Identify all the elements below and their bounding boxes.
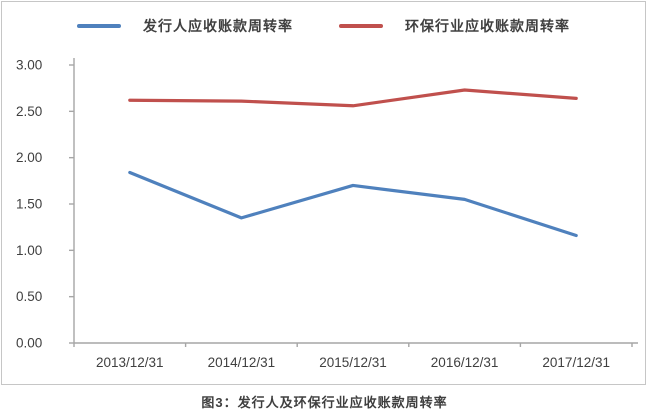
y-tick-label: 3.00 [16,58,42,73]
x-tick-label: 2015/12/31 [319,355,387,370]
x-tick-label: 2013/12/31 [96,355,164,370]
x-tick-label: 2014/12/31 [208,355,276,370]
y-tick-label: 0.00 [16,336,42,351]
y-tick-label: 1.00 [16,243,42,258]
legend-item-issuer: 发行人应收账款周转率 [77,16,293,36]
x-tick-label: 2016/12/31 [431,355,499,370]
y-tick-label: 0.50 [16,289,42,304]
y-tick-label: 2.50 [16,104,42,119]
x-tick-label: 2017/12/31 [542,355,610,370]
legend-line-swatch-red [339,24,383,28]
y-tick-label: 1.50 [16,197,42,212]
series-line-1 [128,88,578,108]
chart-frame: 发行人应收账款周转率 环保行业应收账款周转率 0.00 0.50 1.00 1.50 2… [1,1,646,385]
legend-label-industry: 环保行业应收账款周转率 [405,18,570,34]
chart-legend: 发行人应收账款周转率 环保行业应收账款周转率 [2,2,645,48]
chart-plot: 0.00 0.50 1.00 1.50 2.00 2.50 3.00 2013/12/31 20… [16,58,638,370]
series-line-0 [128,170,578,238]
legend-item-industry: 环保行业应收账款周转率 [339,16,570,36]
chart-caption: 图3：发行人及环保行业应收账款周转率 [201,395,448,410]
legend-line-swatch-blue [77,24,121,28]
y-tick-label: 2.00 [16,150,42,165]
legend-label-issuer: 发行人应收账款周转率 [143,18,293,34]
